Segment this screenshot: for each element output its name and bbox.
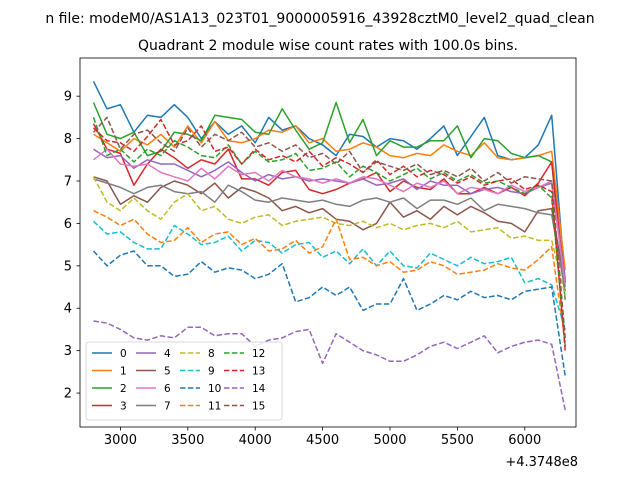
series-line-4 bbox=[93, 148, 566, 279]
legend-label-12: 12 bbox=[252, 348, 265, 360]
series-line-1 bbox=[93, 120, 566, 271]
legend-label-10: 10 bbox=[208, 383, 221, 395]
legend-label-14: 14 bbox=[252, 383, 266, 395]
legend-label-15: 15 bbox=[252, 401, 265, 413]
y-tick-label: 6 bbox=[64, 217, 72, 232]
x-tick-label: 5500 bbox=[441, 433, 474, 448]
series-line-15 bbox=[92, 116, 566, 338]
legend-label-9: 9 bbox=[208, 366, 215, 378]
legend-frame bbox=[85, 341, 283, 421]
x-tick-label: 3500 bbox=[171, 433, 204, 448]
x-axis: 3000 3500 4000 4500 5000 5500 6000 bbox=[104, 427, 541, 448]
legend-label-0: 0 bbox=[120, 348, 127, 360]
chart-title: Quadrant 2 module wise count rates with … bbox=[138, 38, 518, 54]
x-tick-label: 4500 bbox=[306, 433, 339, 448]
y-tick-label: 9 bbox=[64, 90, 72, 105]
legend-label-11: 11 bbox=[208, 401, 221, 413]
y-tick-label: 7 bbox=[64, 175, 72, 190]
series-line-12 bbox=[92, 117, 566, 347]
series-line-11 bbox=[93, 210, 566, 343]
series-line-0 bbox=[92, 80, 566, 283]
series-line-13 bbox=[92, 118, 566, 351]
series-line-9 bbox=[92, 220, 566, 330]
x-tick-label: 3000 bbox=[104, 433, 137, 448]
y-tick-label: 3 bbox=[64, 344, 72, 359]
legend-label-5: 5 bbox=[164, 366, 171, 378]
legend-label-13: 13 bbox=[252, 366, 265, 378]
legend-label-7: 7 bbox=[164, 401, 171, 413]
legend-label-6: 6 bbox=[164, 383, 171, 395]
legend-label-8: 8 bbox=[208, 348, 215, 360]
series-line-5 bbox=[93, 176, 566, 288]
x-tick-label: 6000 bbox=[508, 433, 541, 448]
y-axis: 2 3 4 5 6 7 8 9 bbox=[64, 90, 80, 402]
x-tick-label: 4000 bbox=[239, 433, 272, 448]
y-tick-label: 5 bbox=[64, 259, 72, 274]
x-axis-offset-label: +4.3748e8 bbox=[505, 455, 578, 470]
series-line-8 bbox=[92, 176, 566, 296]
legend-label-3: 3 bbox=[120, 401, 127, 413]
legend-label-4: 4 bbox=[164, 348, 171, 360]
figure-suptitle: n file: modeM0/AS1A13_023T01_9000005916_… bbox=[45, 11, 594, 27]
x-tick-label: 5000 bbox=[373, 433, 406, 448]
y-tick-label: 4 bbox=[64, 302, 72, 317]
legend-label-2: 2 bbox=[120, 383, 127, 395]
axes-frame bbox=[79, 57, 577, 428]
y-tick-label: 2 bbox=[64, 387, 72, 402]
series-line-7 bbox=[93, 178, 566, 292]
y-tick-label: 8 bbox=[64, 132, 72, 147]
legend-label-1: 1 bbox=[120, 366, 127, 378]
series-line-14 bbox=[93, 320, 566, 411]
series-line-6 bbox=[93, 148, 566, 288]
series-line-10 bbox=[92, 250, 566, 377]
series-line-2 bbox=[92, 101, 566, 300]
plot-area bbox=[79, 57, 577, 428]
